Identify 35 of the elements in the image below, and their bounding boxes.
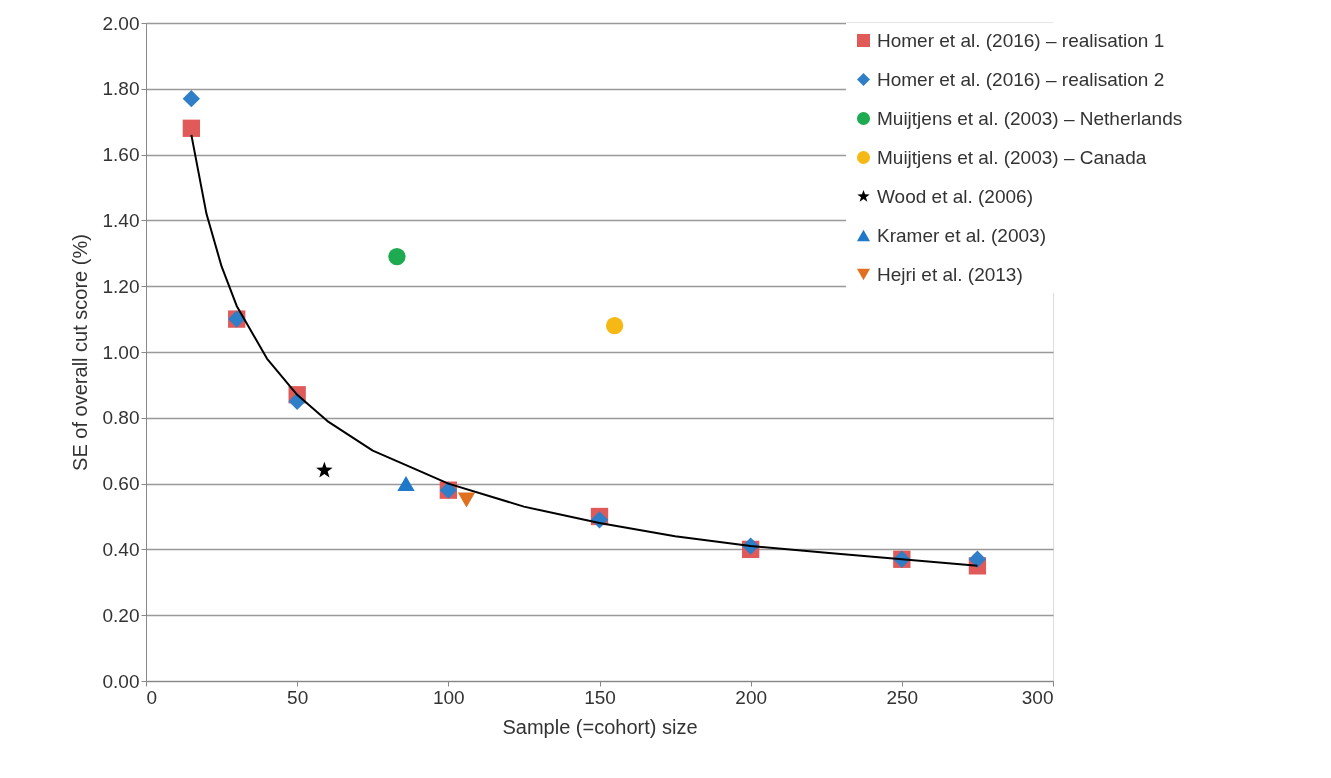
- point: [316, 461, 333, 478]
- point: [182, 90, 201, 108]
- point: [605, 317, 624, 335]
- legend-label: Kramer et al. (2003): [877, 224, 1046, 246]
- y-tick-label: 0.00: [102, 670, 140, 692]
- x-tick-label: 300: [1021, 686, 1054, 708]
- x-tick-label: 150: [584, 686, 616, 708]
- y-tick-label: 1.40: [102, 209, 140, 231]
- point: [388, 247, 406, 266]
- y-tick-label: 0.60: [102, 473, 140, 495]
- y-tick-label: 0.80: [102, 407, 140, 429]
- x-tick-label: 250: [886, 686, 919, 708]
- x-tick-label: 100: [432, 686, 465, 708]
- legend-label: Wood et al. (2006): [877, 185, 1033, 207]
- y-tick-label: 0.40: [102, 538, 140, 560]
- point: [457, 492, 476, 508]
- x-tick-label: 200: [735, 686, 768, 708]
- point: [968, 550, 987, 568]
- legend-label: Muijtjens et al. (2003) – Netherlands: [877, 107, 1183, 129]
- y-tick-label: 2.00: [102, 12, 140, 34]
- y-tick-label: 1.20: [102, 275, 140, 297]
- legend-label: Hejri et al. (2013): [877, 263, 1023, 285]
- x-tick-label: 0: [146, 686, 158, 708]
- point: [182, 119, 201, 137]
- y-tick-label: 1.00: [102, 341, 140, 363]
- y-tick-label: 1.60: [102, 144, 140, 166]
- x-tick-label: 50: [287, 686, 309, 708]
- legend-label: Muijtjens et al. (2003) – Canada: [877, 146, 1147, 168]
- legend-label: Homer et al. (2016) – realisation 1: [877, 29, 1165, 51]
- x-axis-title: Sample (=cohort) size: [502, 715, 698, 738]
- y-tick-label: 1.80: [102, 78, 140, 100]
- legend-label: Homer et al. (2016) – realisation 2: [877, 68, 1165, 90]
- point: [397, 476, 415, 492]
- y-tick-label: 0.20: [102, 604, 140, 626]
- y-axis-title: SE of overall cut score (%): [68, 234, 91, 471]
